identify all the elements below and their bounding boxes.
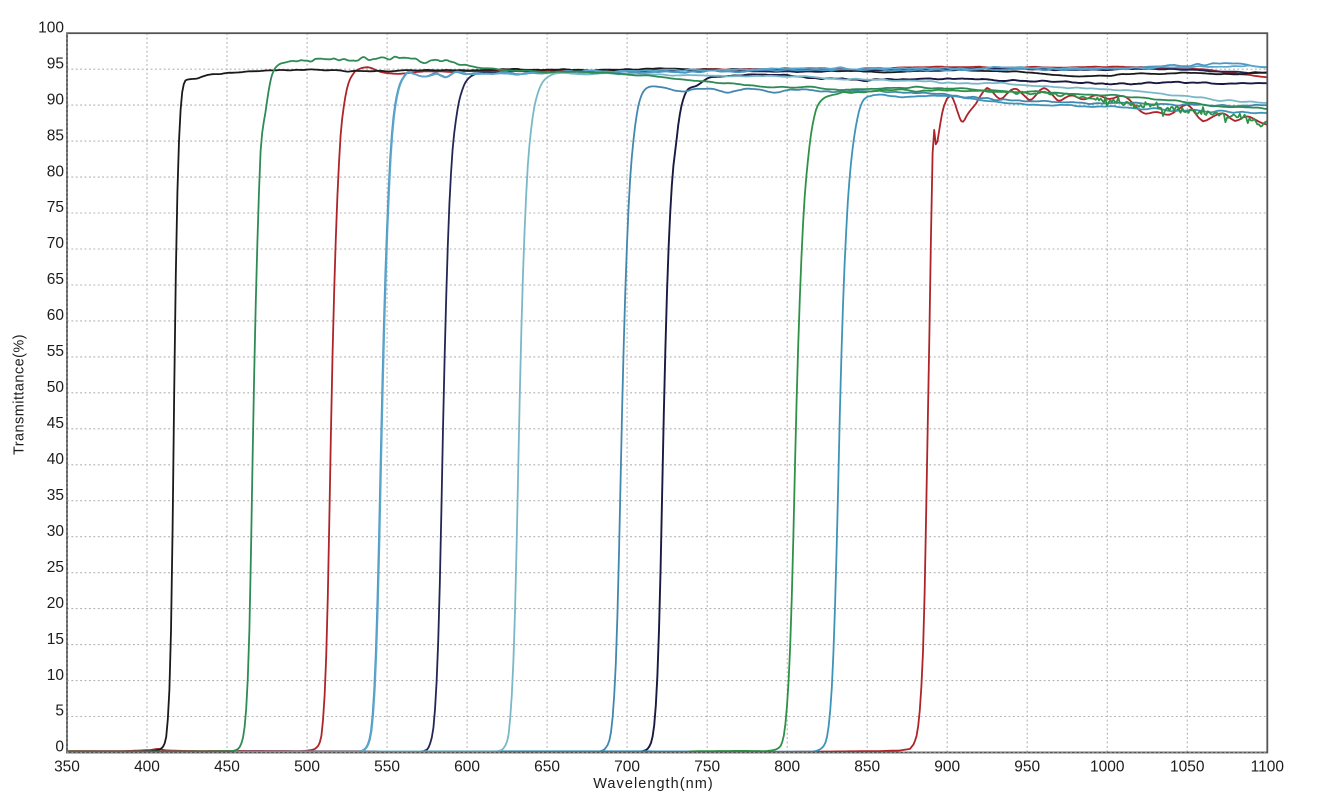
svg-text:0: 0 bbox=[55, 739, 64, 756]
svg-text:45: 45 bbox=[47, 415, 64, 432]
svg-text:60: 60 bbox=[47, 307, 65, 324]
svg-text:1000: 1000 bbox=[1090, 759, 1125, 776]
svg-text:85: 85 bbox=[47, 127, 64, 144]
svg-text:40: 40 bbox=[47, 451, 65, 468]
svg-text:1050: 1050 bbox=[1170, 759, 1205, 776]
svg-text:750: 750 bbox=[694, 759, 720, 776]
svg-text:900: 900 bbox=[934, 759, 960, 776]
svg-text:75: 75 bbox=[47, 199, 64, 216]
svg-text:350: 350 bbox=[54, 759, 80, 776]
svg-text:700: 700 bbox=[614, 759, 640, 776]
svg-text:90: 90 bbox=[47, 91, 65, 108]
svg-text:100: 100 bbox=[38, 19, 64, 36]
svg-text:30: 30 bbox=[47, 523, 65, 540]
svg-text:80: 80 bbox=[47, 163, 65, 180]
svg-text:400: 400 bbox=[134, 759, 160, 776]
svg-text:Wavelength(nm): Wavelength(nm) bbox=[593, 776, 714, 792]
svg-text:1100: 1100 bbox=[1251, 759, 1285, 776]
svg-text:950: 950 bbox=[1014, 759, 1040, 776]
svg-text:600: 600 bbox=[454, 759, 480, 776]
svg-text:450: 450 bbox=[214, 759, 240, 776]
svg-text:800: 800 bbox=[774, 759, 800, 776]
svg-text:35: 35 bbox=[47, 487, 64, 504]
svg-text:20: 20 bbox=[47, 595, 65, 612]
svg-text:95: 95 bbox=[47, 55, 64, 72]
svg-text:10: 10 bbox=[47, 667, 65, 684]
svg-text:65: 65 bbox=[47, 271, 64, 288]
svg-text:650: 650 bbox=[534, 759, 560, 776]
svg-text:25: 25 bbox=[47, 559, 64, 576]
svg-text:15: 15 bbox=[47, 631, 64, 648]
svg-text:Transmittance(%): Transmittance(%) bbox=[12, 334, 28, 455]
svg-text:5: 5 bbox=[55, 703, 64, 720]
svg-text:50: 50 bbox=[47, 379, 65, 396]
svg-text:70: 70 bbox=[47, 235, 65, 252]
svg-text:850: 850 bbox=[854, 759, 880, 776]
svg-text:500: 500 bbox=[294, 759, 320, 776]
svg-text:55: 55 bbox=[47, 343, 64, 360]
svg-text:550: 550 bbox=[374, 759, 400, 776]
